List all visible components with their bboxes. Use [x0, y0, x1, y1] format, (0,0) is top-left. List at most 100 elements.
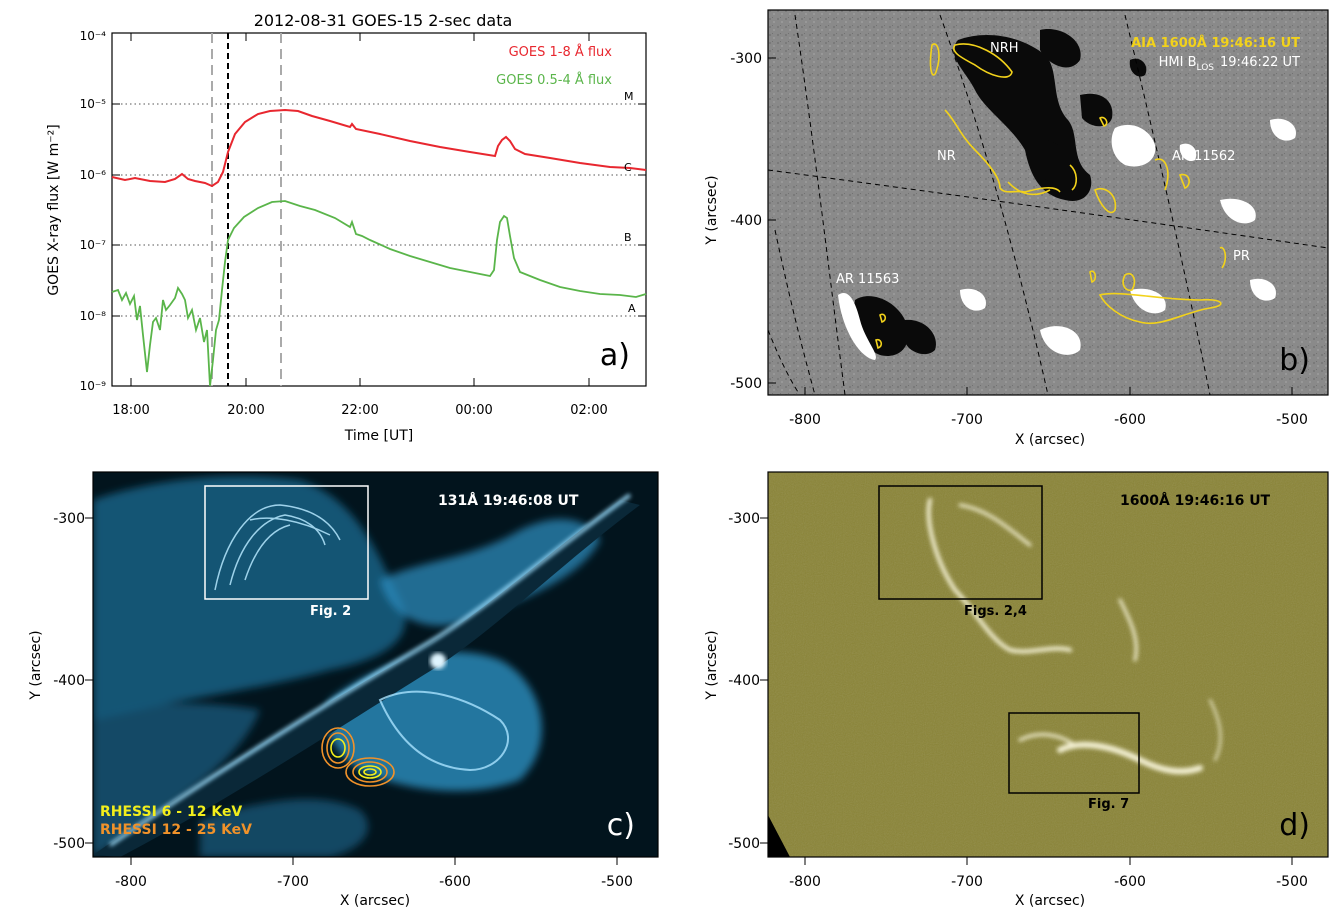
d-ytick-400: -400 [728, 673, 760, 689]
limb-corner [768, 815, 790, 857]
panel-c-frame [92, 471, 659, 858]
rhessi-high-label: RHESSI 12 - 25 KeV [100, 822, 252, 838]
panel-a-label: a) [600, 338, 630, 373]
c-xtick-800: -800 [115, 874, 147, 890]
fig7-label: Fig. 7 [1088, 797, 1129, 812]
b-xtick-500: -500 [1276, 412, 1308, 428]
region-nrh: NRH [990, 41, 1019, 56]
hmi-time-text: 19:46:22 UT [1220, 55, 1300, 70]
ytick-1e-8: 10⁻⁸ [80, 309, 107, 323]
panel-b-ticks [768, 57, 1293, 395]
panel-a-title: 2012-08-31 GOES-15 2-sec data [254, 11, 513, 30]
ytick-1e-7: 10⁻⁷ [80, 238, 107, 252]
panel-d-wavelength-label: 1600Å 19:46:16 UT [1120, 492, 1271, 509]
xtick-2000: 20:00 [227, 403, 264, 418]
panel-d-ylabel: Y (arcsec) [704, 630, 720, 700]
xtick-0000: 00:00 [455, 403, 492, 418]
panel-a-xlabel: Time [UT] [344, 428, 413, 444]
negative-polarity [853, 29, 1147, 356]
b-xtick-600: -600 [1114, 412, 1146, 428]
xtick-0200: 02:00 [570, 403, 607, 418]
d-xtick-500: -500 [1276, 874, 1308, 890]
panel-d-aia1600: Figs. 2,4 Fig. 7 1600Å 19:46:16 UT d) -8… [704, 471, 1329, 909]
xtick-1800: 18:00 [112, 403, 149, 418]
panel-d-label: d) [1279, 808, 1310, 843]
hmi-b-text: HMI B [1159, 55, 1197, 70]
c-ytick-300: -300 [53, 511, 85, 527]
b-xtick-800: -800 [789, 412, 821, 428]
aia131-loops [214, 504, 341, 591]
region-pr: PR [1233, 249, 1250, 264]
region-ar11563: AR 11563 [836, 272, 899, 287]
aia131-emission [93, 476, 600, 857]
c-ytick-400: -400 [53, 673, 85, 689]
panel-c-wavelength-label: 131Å 19:46:08 UT [438, 492, 579, 509]
hmi-los-subscript: LOS [1197, 63, 1215, 73]
xtick-2200: 22:00 [341, 403, 378, 418]
bright-ribbon [108, 493, 632, 847]
aia1600-texture [768, 472, 1328, 857]
ytick-1e-9: 10⁻⁹ [80, 379, 107, 393]
aia1600-ribbons [926, 498, 1222, 775]
class-label-b: B [624, 231, 632, 244]
helio-grid [768, 14, 1328, 395]
goes-1-8-curve [111, 108, 647, 188]
aia-1600-contours [875, 43, 1227, 350]
b-ytick-400: -400 [730, 213, 762, 229]
class-label-m: M [624, 90, 634, 103]
rhessi-low-label: RHESSI 6 - 12 KeV [100, 804, 242, 820]
fig2-box-label: Fig. 2 [310, 604, 351, 619]
b-ytick-300: -300 [730, 51, 762, 67]
positive-polarity [838, 118, 1296, 360]
panel-b-label: b) [1279, 343, 1310, 378]
ytick-1e-4: 10⁻⁴ [80, 29, 107, 43]
c-xtick-500: -500 [601, 874, 633, 890]
panel-d-frame [767, 471, 1329, 858]
panel-b-xlabel: X (arcsec) [1015, 432, 1085, 448]
figs-2-4-label: Figs. 2,4 [964, 604, 1027, 619]
region-ar11562: AR 11562 [1172, 149, 1235, 164]
x-tick-marks [130, 33, 590, 386]
panel-b-hmi-label: HMI BLOS 19:46:22 UT [1159, 55, 1300, 73]
legend-1-8: GOES 1-8 Å flux [509, 44, 613, 60]
c-xtick-600: -600 [439, 874, 471, 890]
region-nr: NR [937, 149, 956, 164]
panel-c-label: c) [607, 808, 635, 843]
ytick-1e-6: 10⁻⁶ [80, 168, 107, 182]
rhessi-contours [321, 727, 395, 787]
d-xtick-600: -600 [1114, 874, 1146, 890]
d-xtick-800: -800 [789, 874, 821, 890]
d-ytick-500: -500 [728, 836, 760, 852]
lower-loop [378, 690, 510, 772]
panel-d-xlabel: X (arcsec) [1015, 893, 1085, 909]
bright-kernel [430, 653, 446, 669]
c-xtick-700: -700 [277, 874, 309, 890]
panel-b-frame [767, 9, 1329, 396]
panel-a-lightcurve: 2012-08-31 GOES-15 2-sec data GOES 1-8 Å… [46, 11, 647, 444]
d-xtick-700: -700 [951, 874, 983, 890]
panel-c-ylabel: Y (arcsec) [28, 630, 44, 700]
panel-a-ylabel: GOES X-ray flux [W m⁻²] [46, 124, 62, 295]
legend-0.5-4: GOES 0.5-4 Å flux [496, 72, 612, 88]
panel-c-ticks [85, 517, 618, 865]
y-tick-marks [112, 32, 646, 387]
fig7-box [1008, 712, 1140, 794]
figs-2-4-box [878, 485, 1043, 600]
panel-a-frame [111, 32, 647, 387]
panel-d-ticks [760, 517, 1293, 865]
panel-c-aia131: Fig. 2 131Å 19:46:08 UT RHESSI 6 - 12 Ke… [28, 471, 659, 909]
class-label-a: A [628, 302, 636, 315]
panel-b-magnetogram: AIA 1600Å 19:46:16 UT HMI BLOS 19:46:22 U… [704, 9, 1329, 448]
goes-0.5-4-curve [111, 200, 647, 387]
panel-b-aia-label: AIA 1600Å 19:46:16 UT [1131, 35, 1300, 51]
panel-c-xlabel: X (arcsec) [340, 893, 410, 909]
c-ytick-500: -500 [53, 836, 85, 852]
panel-b-ylabel: Y (arcsec) [704, 175, 720, 245]
fig2-box [204, 485, 369, 600]
d-ytick-300: -300 [728, 511, 760, 527]
class-label-c: C [624, 161, 632, 174]
ytick-1e-5: 10⁻⁵ [80, 97, 107, 111]
b-ytick-500: -500 [730, 376, 762, 392]
b-xtick-700: -700 [951, 412, 983, 428]
